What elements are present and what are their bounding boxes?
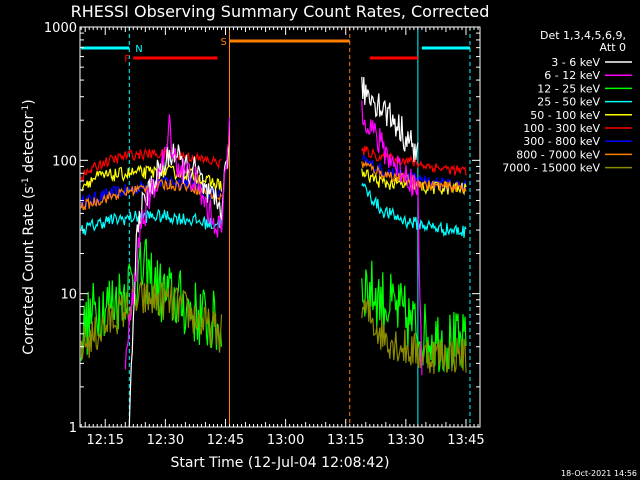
series-line bbox=[80, 208, 223, 236]
chart-title: RHESSI Observing Summary Count Rates, Co… bbox=[71, 2, 490, 21]
y-axis-label-main: Corrected Count Rate (s bbox=[21, 186, 37, 354]
legend-entry-label: 7000 - 15000 keV bbox=[502, 162, 600, 175]
x-tick-label: 13:15 bbox=[327, 433, 364, 448]
x-tick-label: 13:30 bbox=[387, 433, 424, 448]
x-tick-label: 13:45 bbox=[447, 433, 484, 448]
x-tick-label: 12:30 bbox=[147, 433, 184, 448]
legend-entry-label: 800 - 7000 keV bbox=[516, 148, 600, 161]
series-line bbox=[80, 147, 222, 182]
axis-ticks: 1 10 100 1000 12:15 12:30 12:45 13:00 13:15 13:30… bbox=[44, 21, 485, 448]
legend-header: Det 1,3,4,5,6,9, bbox=[540, 29, 626, 42]
flag-label-s: S bbox=[220, 37, 226, 48]
x-axis-label: Start Time (12-Jul-04 12:08:42) bbox=[170, 455, 389, 471]
x-tick-label: 12:15 bbox=[87, 433, 124, 448]
legend-entry-label: 50 - 100 keV bbox=[530, 109, 600, 122]
series-line bbox=[124, 114, 231, 370]
legend-entry-label: 300 - 800 keV bbox=[523, 135, 600, 148]
x-tick-label: 13:00 bbox=[267, 433, 304, 448]
y-axis-label-mid: detector bbox=[21, 114, 37, 178]
series-line bbox=[361, 145, 467, 176]
x-tick-label: 12:45 bbox=[207, 433, 244, 448]
plot-frame bbox=[79, 26, 481, 428]
series-line bbox=[361, 298, 467, 375]
footer-date: 18-Oct-2021 14:56 bbox=[561, 469, 637, 478]
y-axis-label: Corrected Count Rate (s-1 detector-1) bbox=[21, 99, 37, 354]
plot-area: FN S bbox=[80, 27, 471, 428]
y-axis-label-sup2: -1 bbox=[21, 105, 31, 114]
y-tick-label: 10 bbox=[60, 288, 77, 303]
series-line bbox=[361, 182, 467, 238]
legend-entry-label: 25 - 50 keV bbox=[537, 96, 600, 109]
legend-entry-label: 100 - 300 keV bbox=[523, 122, 600, 135]
series-line bbox=[361, 100, 423, 376]
legend-entry-label: 6 - 12 keV bbox=[544, 69, 600, 82]
series-line bbox=[80, 279, 223, 360]
series-line bbox=[361, 76, 419, 163]
flag-label-f: F bbox=[124, 54, 130, 65]
y-axis-label-end: ) bbox=[21, 99, 37, 104]
legend-header: Att 0 bbox=[600, 41, 626, 54]
y-tick-label: 100 bbox=[52, 154, 77, 169]
y-axis-label-sup1: -1 bbox=[21, 177, 31, 186]
y-tick-label: 1000 bbox=[44, 21, 77, 36]
y-tick-label: 1 bbox=[69, 421, 77, 436]
legend-entry-label: 3 - 6 keV bbox=[551, 56, 600, 69]
legend-entry-label: 12 - 25 keV bbox=[537, 82, 600, 95]
flag-label-n: N bbox=[135, 44, 142, 55]
